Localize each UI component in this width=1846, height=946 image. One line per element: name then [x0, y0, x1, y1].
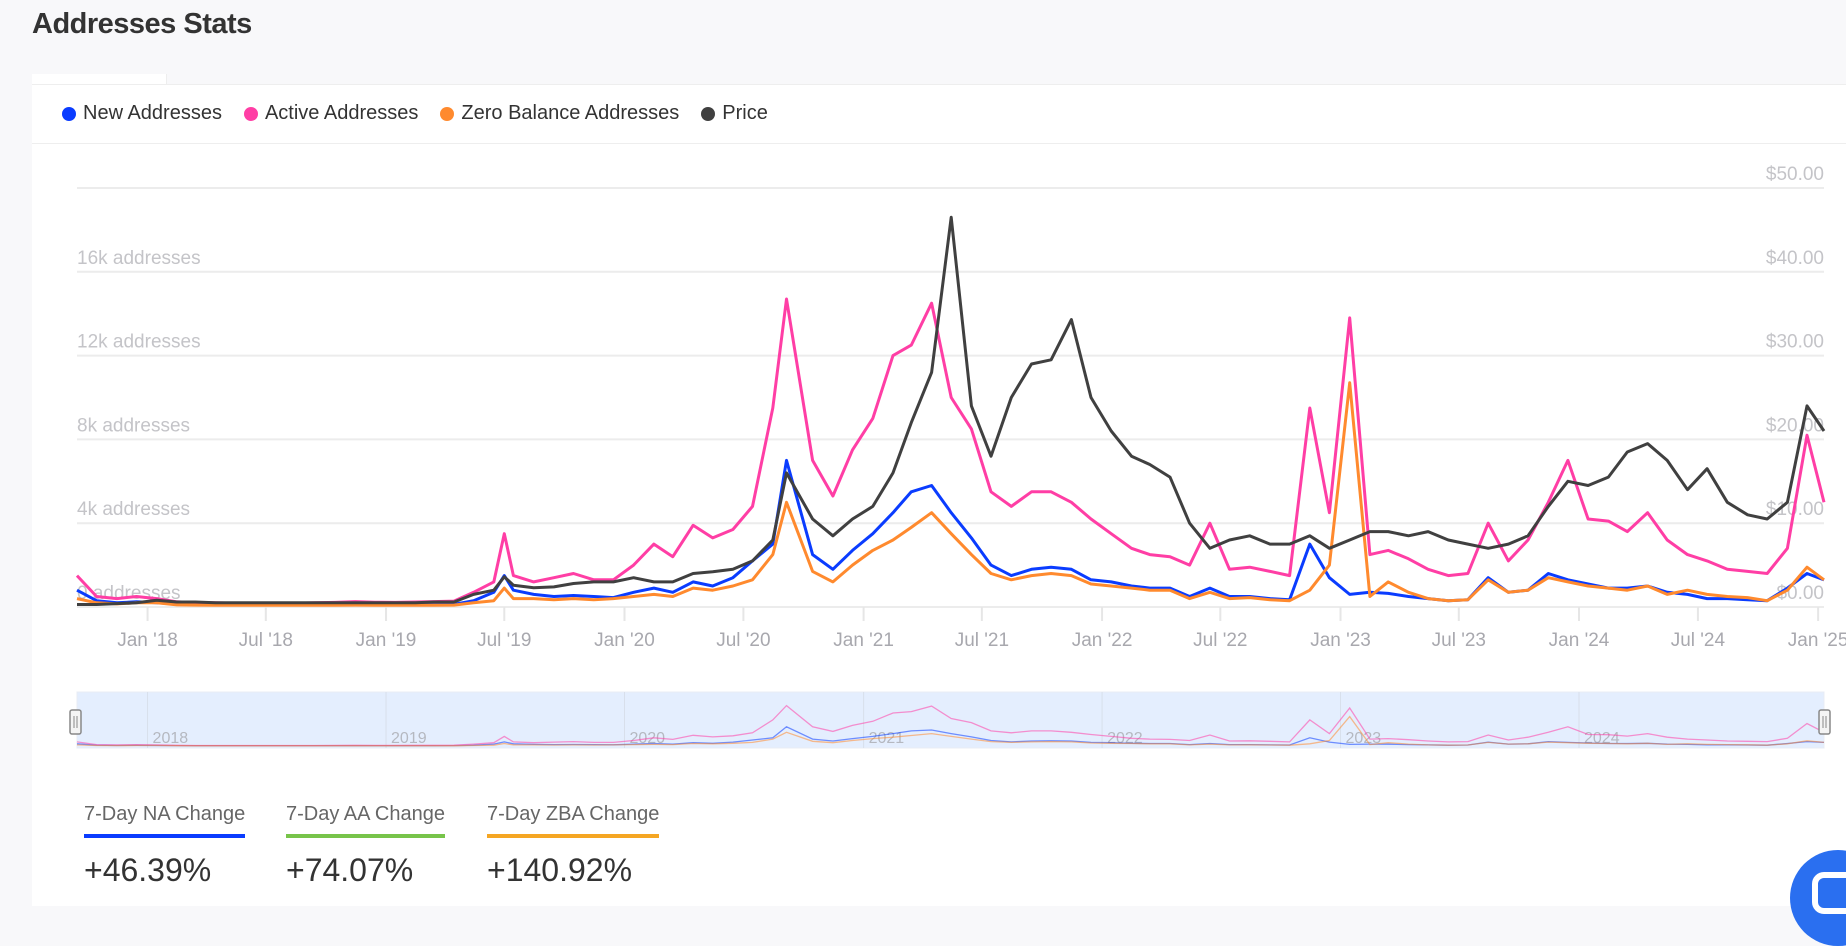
navigator-year-label: 2023 — [1346, 730, 1382, 747]
x-tick-label: Jul '21 — [955, 630, 1009, 651]
legend-item-new-addresses[interactable]: New Addresses — [62, 102, 222, 125]
x-tick-label: Jan '24 — [1549, 630, 1610, 651]
navigator-year-label: 2018 — [153, 730, 189, 747]
legend-label: New Addresses — [83, 102, 222, 124]
stat-underline — [487, 834, 660, 838]
legend-item-active-addresses[interactable]: Active Addresses — [243, 102, 419, 125]
y-left-tick-label: 4k addresses — [77, 499, 190, 520]
stat-value: +46.39% — [84, 852, 212, 888]
legend-dot-icon — [701, 106, 716, 121]
stat-underline — [286, 834, 445, 838]
x-tick-label: Jan '18 — [117, 630, 178, 651]
x-tick-label: Jan '21 — [833, 630, 894, 651]
x-tick-label: Jul '22 — [1193, 630, 1247, 651]
navigator-right-handle[interactable] — [1818, 709, 1831, 735]
line-chart: $0.00$10.00$20.00$30.00$40.00$50.000 add… — [69, 164, 1846, 749]
legend-dot-icon — [243, 106, 258, 121]
navigator-year-label: 2019 — [391, 730, 427, 747]
x-tick-label: Jan '19 — [356, 630, 417, 651]
navigator-year-label: 2021 — [869, 730, 905, 747]
y-left-tick-label: 8k addresses — [77, 415, 190, 436]
x-tick-label: Jul '24 — [1671, 630, 1726, 651]
y-right-tick-label: $20.00 — [1766, 415, 1824, 436]
stat-underline — [84, 834, 246, 838]
x-tick-label: Jan '22 — [1072, 630, 1133, 651]
stat-label: 7-Day AA Change — [286, 803, 445, 825]
stat-label: 7-Day NA Change — [84, 803, 246, 825]
legend-label: Active Addresses — [264, 102, 419, 124]
x-tick-label: Jan '23 — [1310, 630, 1371, 651]
y-right-tick-label: $40.00 — [1766, 248, 1824, 269]
chat-icon — [1812, 872, 1846, 914]
navigator-series-zero-balance-addresses — [76, 715, 1825, 747]
stat-value: +140.92% — [487, 852, 633, 888]
series-line-active-addresses — [75, 297, 1826, 605]
tab-stub — [32, 74, 167, 84]
legend-item-price[interactable]: Price — [701, 102, 768, 125]
x-tick-label: Jul '23 — [1432, 630, 1486, 651]
stat-zba-change: 7-Day ZBA Change +140.92% — [487, 803, 660, 889]
navigator-selection[interactable] — [76, 691, 1825, 749]
x-tick-label: Jul '18 — [239, 630, 293, 651]
x-tick-label: Jul '19 — [477, 630, 531, 651]
stat-na-change: 7-Day NA Change +46.39% — [84, 803, 246, 889]
series-line-zero-balance-addresses — [76, 381, 1825, 607]
navigator-left-handle[interactable] — [69, 709, 82, 735]
legend-dot-icon — [62, 106, 76, 121]
navigator-year-label: 2024 — [1584, 730, 1620, 747]
legend-divider — [32, 143, 1846, 144]
stat-aa-change: 7-Day AA Change +74.07% — [286, 803, 445, 889]
legend-dot-icon — [440, 106, 455, 121]
y-right-tick-label: $50.00 — [1766, 164, 1824, 185]
y-left-tick-label: 12k addresses — [77, 332, 201, 353]
chart-legend: New Addresses Active Addresses Zero Bala… — [62, 102, 768, 125]
stat-label: 7-Day ZBA Change — [487, 803, 660, 825]
legend-label: Zero Balance Addresses — [461, 102, 680, 124]
y-left-tick-label: 16k addresses — [77, 248, 201, 269]
y-right-tick-label: $30.00 — [1766, 332, 1824, 353]
series-line-price — [77, 215, 1826, 606]
x-tick-label: Jul '20 — [716, 630, 770, 651]
page-title: Addresses Stats — [32, 8, 252, 40]
legend-label: Price — [722, 102, 768, 124]
x-tick-label: Jan '20 — [594, 630, 655, 651]
x-tick-label: Jan '25 — [1788, 630, 1846, 651]
legend-item-zero-balance-addresses[interactable]: Zero Balance Addresses — [440, 102, 679, 125]
stat-value: +74.07% — [286, 852, 414, 888]
